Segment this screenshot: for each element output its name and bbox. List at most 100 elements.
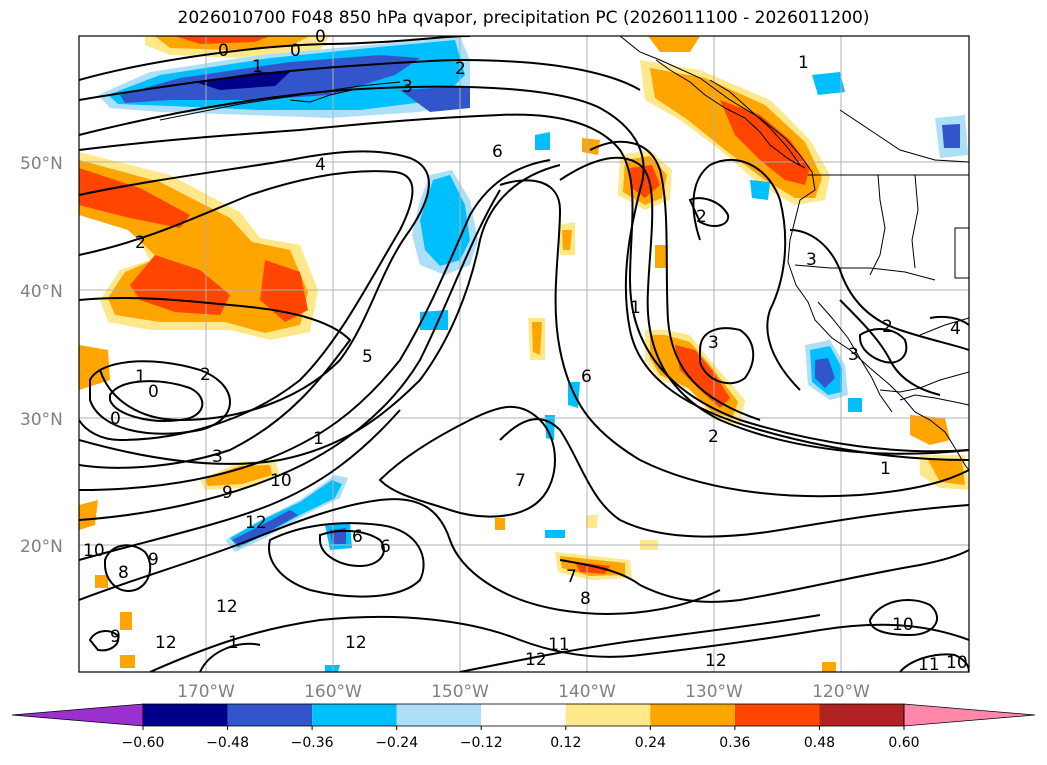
contour-line: [79, 159, 551, 491]
colorbar-segment: [227, 704, 313, 726]
precip-positive-area: [120, 612, 132, 630]
colorbar-extend-max: [903, 703, 1036, 727]
contour-label: 2: [200, 365, 211, 385]
precip-positive-area: [79, 168, 190, 228]
colorbar-segment: [143, 704, 228, 726]
contour-line: [89, 360, 231, 435]
map-title: 2026010700 F048 850 hPa qvapor, precipit…: [177, 8, 870, 28]
precip-negative-area: [848, 398, 862, 412]
contour-line: [104, 544, 152, 592]
contour-line: [79, 498, 721, 615]
precip-negative-area: [400, 86, 470, 112]
contour-label: 0: [148, 382, 159, 402]
colorbar-segment: [312, 704, 397, 726]
precip-positive-area: [175, 36, 270, 44]
coastline: [655, 59, 806, 169]
coastline: [709, 79, 801, 166]
contour-line: [699, 327, 755, 385]
contour-label: 12: [525, 650, 547, 670]
contour-label: 2: [708, 427, 719, 447]
coastline: [289, 89, 353, 103]
contour-label: 6: [581, 367, 592, 387]
contour-label: 12: [345, 633, 367, 653]
border: [869, 174, 886, 276]
contour-label: 1: [135, 367, 146, 387]
contour-line: [692, 159, 801, 391]
contour-line: [79, 58, 641, 101]
colorbar-segment: [565, 704, 651, 726]
border: [839, 109, 969, 163]
contour-label: 9: [222, 483, 233, 503]
contour-label: 4: [950, 319, 961, 339]
latitude-label: 40°N: [20, 282, 63, 302]
contour-line: [559, 549, 969, 603]
colorbar-tick-label: 0.60: [888, 735, 919, 751]
coastline: [899, 394, 969, 406]
contour-label: 4: [315, 155, 326, 175]
contour-line: [268, 522, 425, 598]
border: [954, 227, 969, 279]
coastline: [619, 36, 969, 471]
longitude-label: 130°W: [685, 682, 743, 702]
contour-label: 6: [380, 537, 391, 557]
contour-label: 0: [315, 27, 326, 47]
contour-label: 8: [580, 589, 591, 609]
colorbar-tick-label: 0.36: [719, 735, 750, 751]
precip-positive-area: [130, 255, 230, 315]
longitude-label: 140°W: [558, 682, 616, 702]
contour-label: 3: [212, 447, 223, 467]
colorbar-frame: [142, 703, 905, 727]
contour-line: [79, 296, 352, 469]
contour-label: 7: [566, 567, 577, 587]
contour-label: 1: [252, 57, 263, 77]
coastlines: [159, 36, 969, 471]
colorbar: −0.60 −0.48 −0.36 −0.24 −0.12 0.12 0.24 0.36 0.4…: [11, 703, 1036, 751]
precip-positive-area: [648, 36, 700, 52]
contour-label: 1: [228, 633, 239, 653]
colorbar-tick-label: 0.12: [550, 735, 581, 751]
contour-line: [868, 599, 939, 637]
contour-label: 0: [290, 41, 301, 61]
precip-positive-area: [562, 230, 572, 250]
contour-label: 10: [892, 615, 914, 635]
contour-lines: [79, 36, 969, 672]
latitude-label: 20°N: [20, 537, 63, 557]
precip-negative-area: [420, 310, 448, 330]
colorbar-extend-min: [11, 703, 144, 727]
precip-positive-area: [675, 345, 730, 408]
contour-label: 6: [352, 527, 363, 547]
colorbar-tick-label: −0.36: [291, 735, 334, 751]
contour-label: 0: [218, 41, 229, 61]
precip-negative-area: [232, 510, 298, 546]
contour-line: [79, 164, 561, 465]
contour-line: [929, 315, 969, 326]
contour-label: 12: [216, 597, 238, 617]
colorbar-segment: [734, 704, 820, 726]
contour-label: 3: [806, 250, 817, 270]
contour-label: 12: [705, 651, 727, 671]
contour-label: 10: [270, 471, 292, 491]
contour-line: [79, 85, 969, 461]
colorbar-tick-label: −0.24: [375, 735, 418, 751]
colorbar-segment: [650, 704, 735, 726]
contour-label: 0: [110, 409, 121, 429]
colorbar-segment: [396, 704, 482, 726]
contour-label: 2: [882, 317, 893, 337]
precip-positive-area: [720, 100, 810, 185]
coastline: [817, 301, 893, 413]
contour-line: [899, 653, 969, 672]
contour-label: 5: [362, 347, 373, 367]
precip-positive-area: [630, 165, 660, 198]
precip-positive-area: [910, 415, 950, 445]
latitude-label: 30°N: [20, 410, 63, 430]
precip-positive-area: [928, 460, 965, 485]
colorbar-tick-label: 0.24: [635, 735, 666, 751]
contour-label: 1: [798, 53, 809, 73]
precip-negative-area: [535, 132, 550, 150]
colorbar-tick-label: −0.60: [122, 735, 165, 751]
contour-line: [688, 197, 730, 227]
contour-line: [589, 140, 761, 421]
contour-label: 1: [880, 459, 891, 479]
border: [794, 264, 936, 281]
contour-line: [199, 642, 261, 672]
